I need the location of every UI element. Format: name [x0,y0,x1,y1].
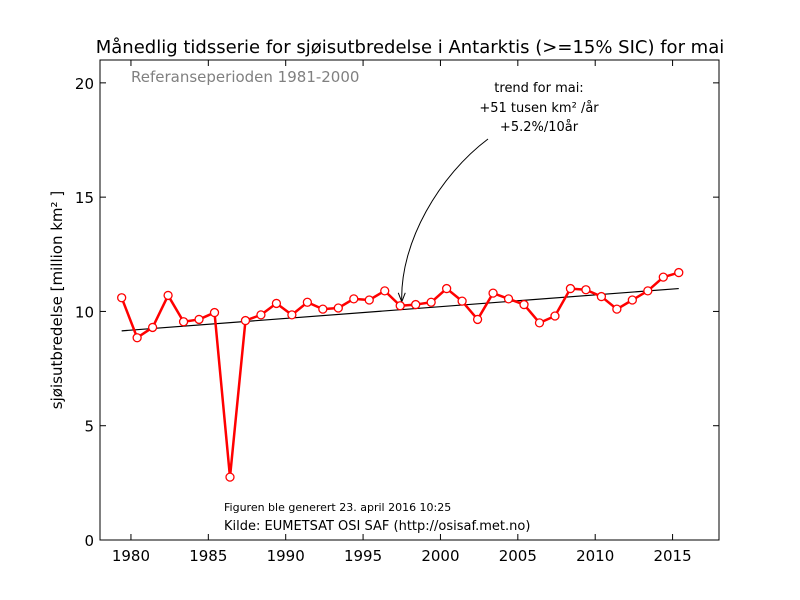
data-point [318,304,328,314]
y-tick-label: 20 [75,75,94,93]
data-point [132,333,142,343]
data-point [271,298,282,309]
data-point [225,472,235,482]
data-point [178,317,189,327]
x-axis: 1980 1985 1990 1995 2000 2005 2010 2015 [112,60,692,565]
data-point [441,283,452,294]
x-tick-label: 2000 [421,547,459,565]
data-point [333,303,343,313]
data-point [147,322,158,333]
trend-annotation: trend for mai: +51 tusen km² /år +5.2%/1… [397,81,599,304]
data-point [472,314,483,325]
data-point [674,267,684,278]
y-tick-label: 10 [75,303,94,321]
data-point [349,294,359,304]
annotation-arrow [401,138,489,302]
data-point [380,286,390,296]
data-point [411,299,421,310]
y-tick-label: 5 [84,418,94,436]
data-point [488,288,498,298]
y-tick-label: 15 [75,189,94,207]
x-tick-label: 2015 [653,547,691,565]
x-tick-label: 2010 [576,547,614,565]
data-point [627,295,637,305]
plot-area [99,59,720,541]
data-point [534,318,545,328]
data-point [643,286,653,296]
y-axis-label: sjøisutbredelse [million km² ] [48,191,66,409]
data-point [457,296,467,306]
y-axis: 0 5 10 15 20 [75,75,719,550]
data-point [612,304,622,314]
source-note: Kilde: EUMETSAT OSI SAF (http://osisaf.m… [224,519,530,534]
data-point [302,297,313,307]
data-point [395,301,405,311]
data-point [550,311,560,321]
data-point [194,314,204,325]
x-tick-label: 1980 [112,547,150,565]
data-point [503,294,514,304]
data-point [117,293,127,303]
data-point [209,307,220,318]
x-tick-label: 1995 [344,547,382,565]
x-tick-label: 1990 [267,547,305,565]
reference-period-label: Referanseperioden 1981-2000 [131,68,359,86]
data-point [519,299,529,310]
data-point [596,291,607,302]
generated-note: Figuren ble generert 23. april 2016 10:2… [224,501,451,514]
trend-annotation-line-3: +5.2%/10år [500,120,579,135]
series-points [117,267,684,482]
trend-annotation-line-1: trend for mai: [494,81,583,96]
x-tick-label: 1985 [189,547,227,565]
x-tick-label: 2005 [499,547,537,565]
chart-title: Månedlig tidsserie for sjøisutbredelse i… [96,37,725,58]
y-tick-label: 0 [84,532,94,550]
data-point [256,310,266,320]
data-point [163,290,173,301]
data-point [565,283,576,294]
data-point [287,310,297,320]
data-point [426,297,436,307]
data-point [364,295,374,305]
trend-annotation-line-2: +51 tusen km² /år [479,101,599,116]
data-point [658,272,668,282]
data-point [240,315,251,326]
data-point [581,285,591,295]
